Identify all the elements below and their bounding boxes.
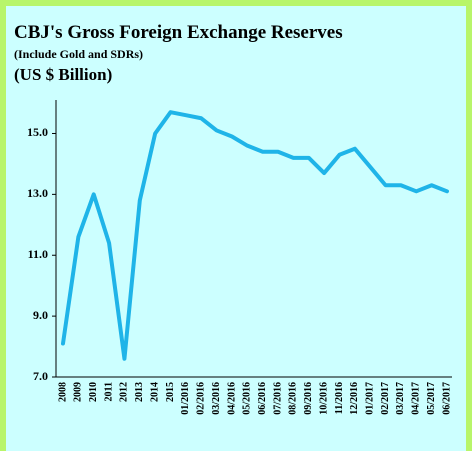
chart-title: CBJ's Gross Foreign Exchange Reserves: [14, 22, 343, 43]
y-tick-label: 11.0: [28, 247, 48, 261]
x-tick-label: 2011: [103, 382, 114, 401]
x-tick-label: 02/2016: [196, 382, 207, 415]
x-tick-label: 03/2016: [211, 382, 222, 415]
x-tick-label: 09/2016: [303, 382, 314, 415]
x-tick-label: 2014: [149, 382, 160, 402]
x-tick-label: 2009: [73, 382, 84, 402]
x-tick-label: 05/2017: [426, 382, 437, 415]
data-line: [61, 110, 449, 361]
x-tick-label: 06/2016: [257, 382, 268, 415]
y-tick-label: 7.0: [33, 369, 48, 383]
x-tick-label: 2012: [119, 382, 130, 402]
x-tick-label: 2008: [57, 382, 68, 402]
x-tick-label: 04/2017: [411, 382, 422, 415]
x-tick-label: 08/2016: [288, 382, 299, 415]
x-tick-label: 04/2016: [226, 382, 237, 415]
x-tick-label: 02/2017: [380, 382, 391, 415]
x-tick-label: 01/2017: [364, 382, 375, 415]
chart-subtitle: (Include Gold and SDRs): [14, 47, 143, 61]
y-tick-label: 13.0: [27, 186, 48, 200]
x-tick-label: 01/2016: [180, 382, 191, 415]
y-tick-label: 15.0: [27, 125, 48, 139]
x-tick-label: 2013: [134, 382, 145, 402]
x-tick-label: 2015: [165, 382, 176, 402]
x-tick-label: 10/2016: [318, 382, 329, 415]
x-tick-label: 2010: [88, 382, 99, 402]
x-tick-label: 11/2016: [334, 382, 345, 414]
x-tick-label: 06/2017: [441, 382, 452, 415]
unit-label: (US $ Billion): [14, 65, 112, 84]
x-tick-label: 12/2016: [349, 382, 360, 415]
x-tick-label: 03/2017: [395, 382, 406, 415]
x-tick-label: 05/2016: [242, 382, 253, 415]
y-tick-label: 9.0: [33, 308, 48, 322]
x-tick-label: 07/2016: [272, 382, 283, 415]
